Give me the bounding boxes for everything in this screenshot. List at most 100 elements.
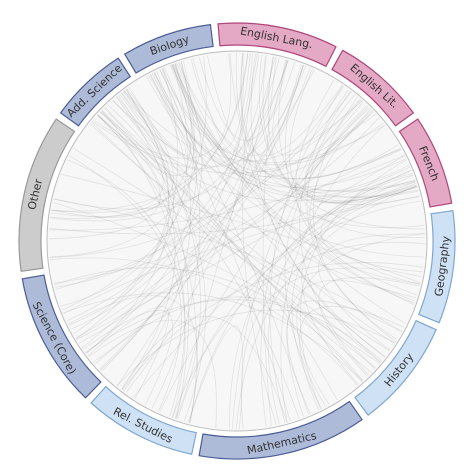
chord-line — [122, 262, 424, 391]
segment-history[interactable] — [354, 319, 437, 416]
chord-line — [82, 147, 401, 349]
chord-line — [101, 59, 289, 372]
chord-line — [112, 100, 419, 198]
chord-line — [116, 60, 289, 169]
chord-line — [171, 242, 426, 418]
chord-line — [73, 91, 170, 335]
chord-line — [88, 319, 217, 428]
chord-line — [296, 233, 425, 405]
chord-line — [174, 53, 251, 151]
chord-line — [231, 90, 351, 429]
chord-line — [60, 64, 188, 307]
chord-line — [240, 53, 343, 156]
chord-line — [286, 300, 402, 415]
chord-line — [49, 185, 417, 235]
segment-geography[interactable] — [417, 209, 456, 324]
chord-line — [132, 174, 414, 398]
segment-layer — [18, 22, 456, 460]
chord-line — [198, 56, 296, 141]
chord-line — [162, 67, 386, 163]
chord-line — [187, 325, 244, 430]
chord-line — [156, 70, 407, 188]
chord-line — [68, 87, 174, 326]
segment-science-core[interactable] — [21, 274, 102, 399]
chord-line — [87, 306, 170, 399]
chord-line — [51, 88, 174, 217]
chord-line — [150, 73, 402, 180]
chord-line — [262, 57, 277, 426]
chord-line — [89, 123, 390, 352]
chord-line — [295, 79, 423, 272]
chord-line — [125, 89, 372, 373]
chord-line — [228, 174, 414, 429]
segment-french[interactable] — [398, 118, 453, 208]
chord-line — [91, 121, 376, 369]
segment-english-lang[interactable] — [217, 22, 337, 68]
chord-line — [103, 107, 363, 382]
chord-line — [51, 61, 192, 218]
chord-line — [262, 55, 420, 205]
chord-line — [318, 233, 425, 351]
chord-line — [146, 76, 425, 258]
chord-line — [91, 111, 374, 174]
chord-line — [100, 110, 300, 419]
chord-line — [76, 155, 405, 340]
chord-line — [170, 65, 425, 229]
chord-line — [305, 113, 402, 179]
chord-line — [306, 94, 396, 343]
chord-line — [250, 53, 386, 358]
chord-line — [55, 91, 352, 290]
segment-mathematics[interactable] — [198, 400, 363, 460]
chord-line — [85, 89, 170, 354]
chord-line — [178, 61, 415, 304]
chord-line — [260, 107, 370, 427]
chord-line — [240, 53, 416, 192]
chord-line — [50, 55, 266, 222]
chord-line — [75, 67, 311, 339]
chord-line — [153, 72, 310, 415]
chord-line — [289, 68, 426, 238]
chord-line — [161, 68, 384, 166]
chord-layer — [48, 52, 426, 430]
segment-english-lit[interactable] — [331, 49, 415, 127]
chord-line — [53, 117, 380, 284]
segment-rel-studies[interactable] — [90, 385, 197, 455]
segment-other[interactable] — [18, 118, 76, 273]
chord-line — [100, 54, 260, 371]
chord-line — [192, 53, 244, 153]
chord-line — [151, 73, 291, 422]
chord-line — [67, 159, 186, 418]
chord-line — [320, 179, 418, 296]
chord-line — [267, 172, 413, 425]
chord-line — [153, 72, 373, 177]
chord-line — [119, 93, 201, 419]
chord-line — [173, 63, 415, 305]
chord-line — [291, 187, 418, 410]
chord-line — [309, 108, 421, 285]
chord-line — [267, 56, 418, 204]
chord-line — [54, 53, 253, 288]
chord-line — [116, 69, 315, 387]
chord-line — [66, 57, 280, 322]
chord-line — [99, 65, 305, 370]
chord-line — [51, 53, 249, 212]
chord-line — [278, 59, 417, 202]
chord-line — [49, 85, 344, 258]
segment-biology[interactable] — [123, 23, 214, 74]
segment-add-science[interactable] — [59, 57, 132, 127]
chord-line — [52, 202, 380, 364]
chord-line — [51, 104, 164, 213]
chord-line — [151, 69, 201, 409]
chord-line — [92, 53, 232, 159]
chord-line — [304, 99, 417, 204]
chord-line — [171, 64, 416, 203]
chord-line — [299, 305, 405, 411]
chord-line — [269, 86, 345, 423]
inner-disc — [46, 50, 428, 432]
chord-line — [97, 60, 195, 176]
chord-line — [68, 295, 198, 423]
chord-line — [76, 68, 179, 339]
chord-line — [159, 106, 369, 413]
